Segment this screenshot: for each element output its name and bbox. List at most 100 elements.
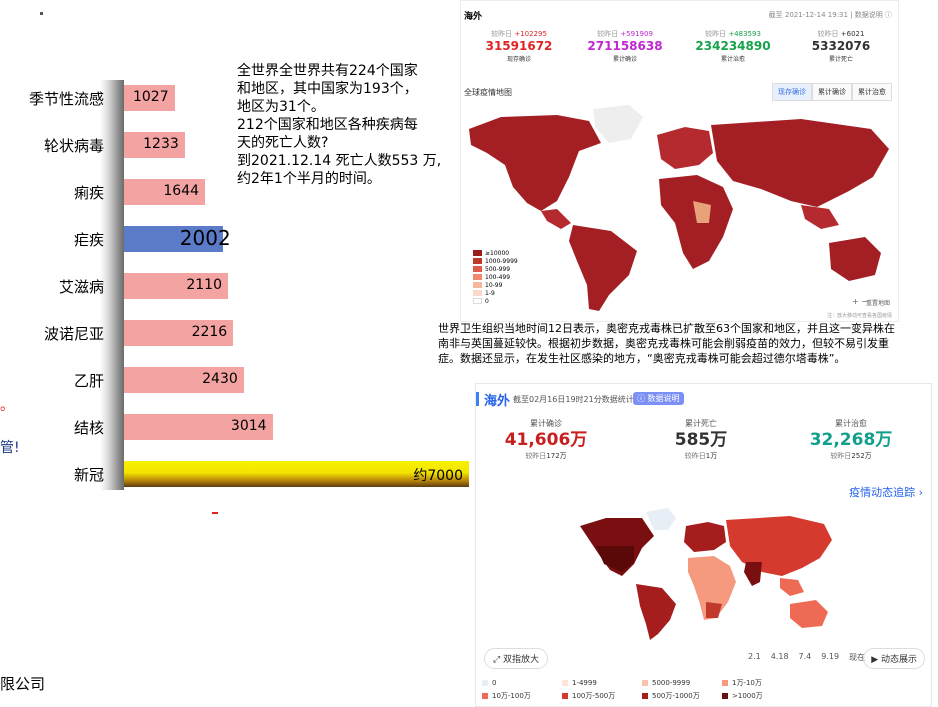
company-fragment: 限公司 bbox=[0, 675, 46, 693]
decor-dash bbox=[212, 512, 218, 514]
map-greenland bbox=[593, 105, 643, 143]
stat-delta-label: 较昨日 bbox=[817, 30, 839, 38]
bar bbox=[124, 320, 234, 346]
map-asia bbox=[711, 119, 889, 207]
category-label: 疟疾 bbox=[73, 231, 104, 249]
panel-title: 海外 bbox=[484, 394, 511, 409]
reset-map-button[interactable]: 重置地图 bbox=[865, 300, 890, 307]
bar-value-label: 2216 bbox=[191, 324, 228, 340]
bar-value-label: 约7000 bbox=[413, 468, 463, 484]
map-africa bbox=[659, 175, 733, 269]
stat-delta-label: 较昨日 bbox=[684, 452, 706, 460]
bar-value-label: 3014 bbox=[230, 418, 267, 434]
annotation-line: 地区为31个。 bbox=[237, 99, 325, 115]
bar bbox=[124, 226, 223, 252]
bar bbox=[124, 132, 185, 158]
category-label: 轮状病毒 bbox=[43, 137, 104, 155]
map-europe bbox=[657, 127, 713, 169]
legend-label: 1000-9999 bbox=[485, 257, 518, 265]
stat-value: 31591672 bbox=[485, 39, 553, 53]
timeline-tick[interactable]: 2.1 bbox=[748, 652, 761, 661]
stat-total-confirmed: 较昨日 +591909 271158638 累计确诊 bbox=[575, 29, 675, 63]
stat-delta: +483593 bbox=[728, 30, 761, 38]
map-legend: 0 1-4999 5000-9999 1万-10万 10万-100万 100万-… bbox=[482, 676, 812, 702]
stat-total-confirmed: 累计确诊 41,606万 较昨日172万 bbox=[476, 418, 616, 461]
left-fragment-manage: 管! bbox=[0, 440, 20, 456]
legend-label: 1万-10万 bbox=[732, 678, 762, 687]
map-legend: ≥10000 1000-9999 500-999 100-499 10-99 1… bbox=[473, 249, 518, 305]
bar-value-label: 1644 bbox=[163, 183, 200, 199]
bar bbox=[124, 273, 228, 299]
pinch-zoom-button[interactable]: ⤢ 双指放大 bbox=[484, 648, 549, 669]
play-animation-button[interactable]: ▶ 动态展示 bbox=[863, 648, 925, 669]
stat-label: 累计确诊 bbox=[530, 419, 562, 428]
stat-delta-label: 较昨日 bbox=[830, 452, 852, 460]
bar bbox=[124, 179, 206, 205]
news-caption: 世界卫生组织当地时间12日表示，奥密克戎毒株已扩散至63个国家和地区，并且这一变… bbox=[438, 322, 895, 365]
stat-delta-label: 较昨日 bbox=[491, 30, 513, 38]
stat-label: 累计治愈 bbox=[835, 419, 867, 428]
map-australia bbox=[790, 600, 828, 628]
map-africa bbox=[688, 556, 736, 620]
tab-total-recovered[interactable]: 累计治愈 bbox=[852, 83, 892, 101]
data-info-button[interactable]: ⓘ 数据说明 bbox=[633, 392, 684, 405]
stat-delta-label: 较昨日 bbox=[597, 30, 619, 38]
stat-delta: 1万 bbox=[705, 452, 718, 460]
legend-label: 1-9 bbox=[485, 289, 495, 297]
stat-value: 5332076 bbox=[811, 39, 871, 53]
map-europe bbox=[684, 522, 726, 552]
bar-chart-axis bbox=[100, 80, 124, 490]
bar-value-label: 1233 bbox=[143, 136, 179, 152]
map-south-america bbox=[636, 584, 676, 640]
legend-label: 500-999 bbox=[485, 265, 511, 273]
timeline-tick[interactable]: 7.4 bbox=[798, 652, 812, 661]
legend-label: 10-99 bbox=[485, 281, 503, 289]
stat-label: 现存确诊 bbox=[506, 56, 531, 63]
epidemic-tracking-link[interactable]: 疫情动态追踪 › bbox=[849, 486, 923, 499]
bar bbox=[124, 85, 175, 111]
stat-total-recovered: 较昨日 +483593 234234890 累计治愈 bbox=[683, 29, 783, 63]
map-label: 全球疫情地图 bbox=[464, 88, 512, 97]
bar-value-label: 2110 bbox=[186, 277, 222, 293]
world-map-2022[interactable] bbox=[576, 506, 836, 641]
covid-map-panel-2022: 海外 截至02月16日19时21分数据统计 ⓘ 数据说明 累计确诊 41,606… bbox=[475, 383, 932, 707]
category-label: 艾滋病 bbox=[58, 278, 104, 296]
timeline-tick[interactable]: 4.18 bbox=[770, 652, 789, 661]
stat-label: 累计死亡 bbox=[828, 56, 853, 63]
bar bbox=[124, 461, 469, 487]
annotation-line: 天的死亡人数? bbox=[237, 135, 329, 151]
panel-title: 海外 bbox=[464, 12, 483, 22]
stat-delta-label: 较昨日 bbox=[705, 30, 727, 38]
timeline-tick[interactable]: 现在 bbox=[849, 653, 866, 662]
world-map-2021[interactable] bbox=[461, 105, 898, 311]
left-fragment-dot: 。 bbox=[0, 398, 14, 414]
map-tabs: 现存确诊 累计确诊 累计治愈 bbox=[772, 83, 892, 101]
stat-delta: +6021 bbox=[840, 30, 865, 38]
bar bbox=[124, 414, 273, 440]
legend-label: 10万-100万 bbox=[492, 691, 531, 700]
bar-value-label: 1027 bbox=[132, 89, 169, 105]
title-accent bbox=[476, 392, 479, 406]
timeline-tick[interactable]: 9.19 bbox=[821, 652, 840, 661]
annotation-line: 和地区，其中国家为193个， bbox=[237, 81, 418, 97]
stat-current-confirmed: 较昨日 +102295 31591672 现存确诊 bbox=[469, 29, 569, 63]
map-greenland bbox=[646, 508, 676, 530]
data-cutoff[interactable]: 截至 2021-12-14 19:31 | 数据说明 ⓘ bbox=[768, 11, 892, 19]
disease-death-bar-chart: 季节性流感 1027 轮状病毒 1233 痢疾 1644 疟疾 2002 艾滋病 2110 波诺尼亚… bbox=[0, 70, 470, 500]
data-cutoff: 截至02月16日19时21分数据统计 bbox=[513, 395, 634, 404]
legend-label: 5000-9999 bbox=[652, 678, 691, 687]
legend-label: ≥10000 bbox=[485, 249, 510, 257]
category-label: 结核 bbox=[73, 419, 104, 437]
map-asia bbox=[726, 516, 832, 576]
annotation-line: 到2021.12.14 死亡人数553 万, bbox=[237, 153, 442, 169]
zoom-controls[interactable]: + − bbox=[852, 297, 868, 306]
category-label: 波诺尼亚 bbox=[43, 325, 104, 343]
legend-label: 100-499 bbox=[485, 273, 511, 281]
covid-map-panel-2021: 海外 截至 2021-12-14 19:31 | 数据说明 ⓘ 较昨日 +102… bbox=[460, 0, 899, 322]
tab-current-confirmed[interactable]: 现存确诊 bbox=[772, 83, 812, 101]
annotation-line: 212个国家和地区各种疾病每 bbox=[237, 117, 418, 133]
bar-value-label: 2002 bbox=[179, 226, 231, 250]
stat-delta: +591909 bbox=[620, 30, 653, 38]
annotation-text: 全世界全世界共有224个国家 和地区，其中国家为193个， 地区为31个。 21… bbox=[237, 62, 447, 188]
tab-total-confirmed[interactable]: 累计确诊 bbox=[812, 83, 852, 101]
